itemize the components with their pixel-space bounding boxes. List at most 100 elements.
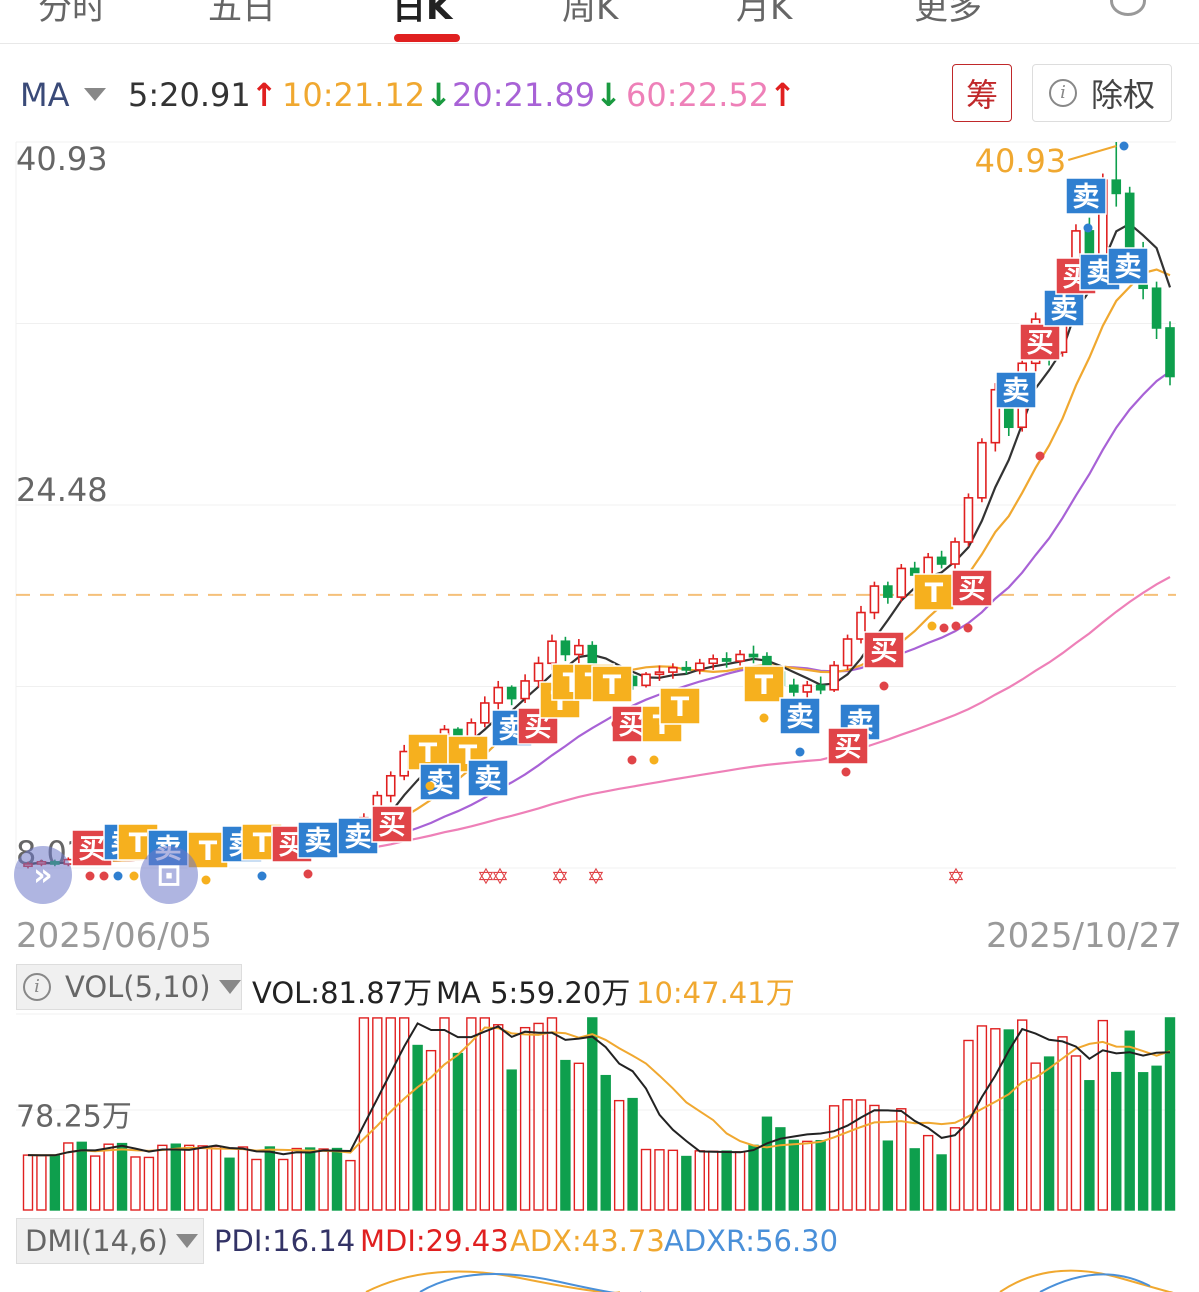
t-signal-text: T <box>925 578 944 609</box>
ma60-line <box>27 576 1171 866</box>
settings-icon[interactable] <box>1110 0 1146 16</box>
sell-signal-tag: 卖 <box>297 821 339 859</box>
volume-bar <box>210 1145 222 1211</box>
volume-bar <box>493 1024 504 1211</box>
signal-dot <box>951 621 961 631</box>
candle <box>748 645 759 664</box>
candle-body <box>842 638 853 667</box>
candle-body <box>574 644 584 656</box>
fullscreen-button[interactable]: ⊡ <box>140 846 198 904</box>
candle-body <box>547 640 557 665</box>
volume-bar <box>345 1159 356 1211</box>
ma-label[interactable]: MA <box>20 76 70 114</box>
volume-bar <box>1017 1019 1028 1211</box>
candle-body <box>815 684 826 691</box>
volume-bar <box>184 1144 195 1211</box>
volume-bar <box>1070 1055 1082 1211</box>
candle <box>815 676 826 695</box>
tab-five-day[interactable]: 五日 <box>208 0 276 28</box>
active-tab-indicator <box>394 34 460 42</box>
ex-rights-button[interactable]: i 除权 <box>1032 64 1172 122</box>
buy-signal-text: 买 <box>1027 328 1054 359</box>
volume-bar <box>291 1147 302 1211</box>
candle <box>681 661 692 675</box>
t-signal-text: T <box>129 828 148 859</box>
sell-signal-text: 卖 <box>1051 294 1078 325</box>
dmi-chart <box>365 1269 1174 1292</box>
tab-weekly-k[interactable]: 周K <box>562 0 619 28</box>
tab-intraday[interactable]: 分时 <box>38 0 106 28</box>
t-signal-text: T <box>419 738 438 769</box>
volume-bar <box>573 1062 585 1211</box>
candle <box>950 537 960 569</box>
tab-monthly-k[interactable]: 月K <box>736 0 793 28</box>
volume-ma5-line <box>27 1022 1171 1157</box>
candle <box>479 696 490 728</box>
star-marker: ✡ <box>551 865 569 890</box>
sell-signal-box <box>779 697 821 735</box>
volume-bar <box>116 1142 128 1211</box>
sell-signal-tag: 卖 <box>1065 177 1107 215</box>
volume-bar <box>587 1017 598 1211</box>
volume-bar <box>22 1154 34 1211</box>
scroll-left-button[interactable]: » <box>14 846 72 904</box>
signal-dot <box>841 767 851 777</box>
volume-bar <box>721 1150 732 1211</box>
candle-body <box>654 671 665 676</box>
chip-distribution-button[interactable]: 筹 <box>952 64 1012 122</box>
volume-bar <box>358 1017 370 1211</box>
volume-indicator-selector[interactable]: i VOL(5,10) <box>16 964 242 1010</box>
candle <box>735 650 745 666</box>
candle-body <box>950 541 960 565</box>
volume-bar <box>1151 1065 1162 1211</box>
candle-body <box>560 640 571 656</box>
buy-signal-box <box>827 727 869 765</box>
tab-daily-k[interactable]: 日K <box>392 0 453 28</box>
candle-body <box>668 666 678 673</box>
buy-signal-tag: 买 <box>1019 323 1061 361</box>
candle <box>1165 321 1175 386</box>
volume-bar <box>855 1099 867 1211</box>
volume-bar <box>479 1017 490 1211</box>
price-chart[interactable]: 40.9324.488.0240.93买卖T卖T卖T买卖卖买TT卖卖卖买TTTT… <box>0 140 1199 908</box>
t-signal-text: T <box>253 828 272 859</box>
star-marker: ✡ <box>587 865 605 890</box>
volume-bar <box>331 1147 343 1211</box>
candle-body <box>748 653 759 658</box>
sell-signal-text: 卖 <box>787 702 814 733</box>
tab-more[interactable]: 更多 <box>914 0 982 28</box>
candle <box>708 654 719 670</box>
candle-body <box>641 673 651 687</box>
t-signal-box <box>591 665 633 703</box>
t-signal-tag: T <box>913 573 955 611</box>
sell-signal-tag: 卖 <box>1043 289 1085 327</box>
signal-dot <box>963 623 973 633</box>
volume-bar <box>990 1028 1001 1211</box>
chevron-down-icon[interactable] <box>84 88 106 101</box>
volume-bar <box>640 1148 652 1211</box>
volume-bar <box>708 1150 719 1211</box>
volume-bar <box>251 1158 262 1211</box>
volume-bar <box>869 1104 880 1211</box>
volume-bar <box>89 1155 101 1211</box>
ma5-value: 5:20.91↑ <box>128 76 278 114</box>
signal-dot <box>129 871 139 881</box>
dmi-indicator-selector[interactable]: DMI(14,6) <box>16 1218 204 1264</box>
dmi-adx: ADX:43.73 <box>510 1224 665 1258</box>
volume-chart[interactable]: 78.25万 <box>0 1010 1199 1214</box>
sell-signal-box <box>1107 247 1149 285</box>
volume-bar <box>600 1074 611 1211</box>
volume-bar <box>546 1017 558 1211</box>
volume-bar <box>506 1069 517 1211</box>
candle <box>560 636 571 662</box>
candle <box>936 550 947 569</box>
buy-signal-text: 买 <box>959 574 986 605</box>
signal-dot <box>257 871 267 881</box>
dmi-mdi: MDI:29.43 <box>360 1224 509 1258</box>
volume-bar <box>264 1146 276 1211</box>
signal-dot <box>879 681 889 691</box>
price-axis-top-label: 40.93 <box>16 140 108 178</box>
volume-bar <box>237 1146 249 1211</box>
volume-bar <box>1124 1030 1135 1211</box>
volume-bar <box>1030 1062 1041 1211</box>
